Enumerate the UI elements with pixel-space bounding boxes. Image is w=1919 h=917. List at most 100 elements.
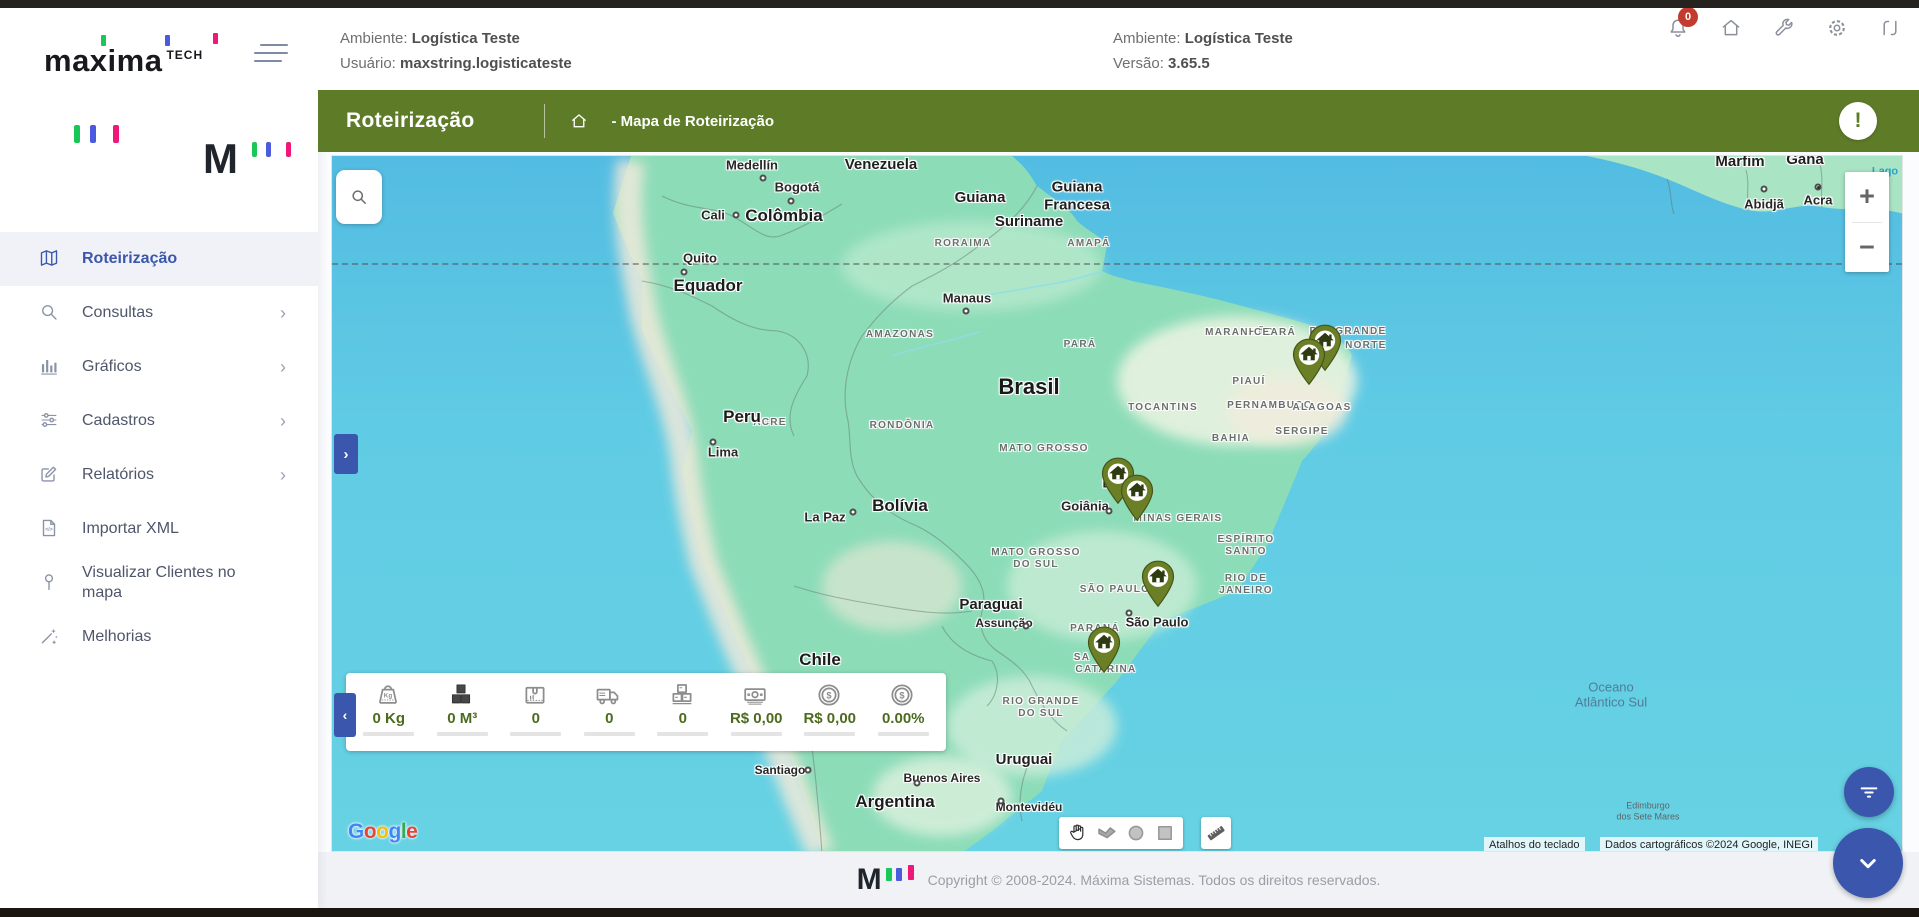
city-dot (997, 797, 1005, 805)
logo-sub-text: TECH (166, 48, 204, 62)
money-icon (741, 681, 771, 709)
stat-item: $ R$ 0,00 (793, 681, 867, 751)
expand-fab-button[interactable] (1833, 828, 1903, 898)
zoom-in-button[interactable]: + (1859, 181, 1875, 212)
map-canvas[interactable]: Venezuela Medellín Bogotá Guiana Guiana Fran… (331, 155, 1903, 852)
zoom-out-button[interactable]: − (1859, 231, 1875, 262)
sidebar-item-graficos[interactable]: Gráficos › (0, 340, 318, 394)
app-header: maxima TECH Ambiente: Logística Teste Us… (0, 7, 1919, 90)
coin-icon: $ (815, 681, 845, 709)
circle-tool-button[interactable] (1124, 821, 1148, 845)
route-icon[interactable] (1878, 16, 1904, 42)
logo-bar-pink (113, 125, 119, 143)
stat-underline (657, 732, 709, 736)
gear-icon[interactable] (1825, 16, 1851, 42)
logo-bar-blue (90, 125, 96, 143)
weight-icon: Kg (374, 681, 404, 709)
svg-text:</>: </> (45, 527, 52, 533)
environment-info-left: Ambiente: Logística Teste Usuário: maxst… (340, 30, 572, 72)
menu-toggle-icon[interactable] (254, 42, 288, 64)
client-map-pin[interactable] (1118, 474, 1156, 522)
sidebar-item-visualizar-clientes-no-mapa[interactable]: Visualizar Clientes no mapa (0, 556, 318, 610)
stat-item: 0 (499, 681, 573, 751)
maxima-logo[interactable]: maxima TECH (44, 32, 219, 76)
page-topbar: Roteirização - Mapa de Roteirização ! (318, 90, 1919, 152)
chevron-right-icon: › (280, 464, 286, 485)
stat-item: 0 M³ (426, 681, 500, 751)
map-search-button[interactable] (336, 170, 382, 224)
stat-value: 0 (678, 710, 687, 727)
home-icon[interactable] (1719, 16, 1745, 42)
keyboard-shortcuts-link[interactable]: Atalhos do teclado (1484, 837, 1585, 851)
map-data-attribution[interactable]: Dados cartográficos ©2024 Google, INEGI (1600, 837, 1819, 851)
city-dot (680, 268, 688, 276)
measure-tool-button[interactable] (1201, 817, 1231, 849)
sidebar-item-importar-xml[interactable]: </> Importar XML (0, 502, 318, 556)
box-icon (521, 681, 551, 709)
city-dot (1022, 622, 1030, 630)
city-dot (1105, 507, 1113, 515)
city-dot (709, 438, 717, 446)
logo-m-bar-green (252, 142, 257, 157)
wrench-icon[interactable] (1772, 16, 1798, 42)
bell-icon[interactable]: 0 (1666, 7, 1698, 42)
stat-underline (510, 732, 562, 736)
polygon-tool-button[interactable] (1095, 821, 1119, 845)
google-logo-letter: l (400, 820, 407, 843)
city-dot (962, 307, 970, 315)
sidebar-item-consultas[interactable]: Consultas › (0, 286, 318, 340)
google-logo-letter: e (406, 820, 418, 843)
logo-m-bar-pink (286, 142, 291, 157)
city-dot (1125, 609, 1133, 617)
totals-panel: Kg 0 Kg 0 M³ 0 0 0 R$ 0,00 $ R$ 0,00 $0.00% (346, 673, 946, 751)
alert-button[interactable]: ! (1839, 102, 1877, 140)
breadcrumb-home-icon[interactable] (569, 111, 589, 131)
sidebar-logo: M (0, 90, 318, 230)
ruler-icon (1207, 826, 1225, 841)
side-panel-expand-button[interactable]: › (334, 434, 358, 474)
top-window-strip (0, 0, 1919, 8)
pallet-icon (668, 681, 698, 709)
svg-text:Kg: Kg (384, 693, 393, 700)
notification-badge: 0 (1678, 7, 1698, 27)
stat-underline (804, 732, 856, 736)
totals-panel-collapse-button[interactable]: ‹ (334, 693, 356, 737)
hand-tool-button[interactable] (1066, 821, 1090, 845)
chevron-right-icon: › (280, 302, 286, 323)
sidebar: M Roteirização Consultas › Gráficos › Cadastr… (0, 90, 318, 908)
stat-value: R$ 0,00 (803, 710, 857, 727)
stat-underline (730, 732, 782, 736)
sidebar-item-roteirizacao[interactable]: Roteirização (0, 232, 318, 286)
chart-icon (38, 355, 62, 379)
sidebar-item-melhorias[interactable]: Melhorias (0, 610, 318, 664)
city-dot (759, 174, 767, 182)
sidebar-item-label: Consultas (82, 304, 154, 321)
stat-item: 0 (646, 681, 720, 751)
google-logo[interactable]: Google (348, 820, 418, 844)
stat-underline (877, 732, 929, 736)
square-tool-button[interactable] (1153, 821, 1177, 845)
sidebar-item-relatorios[interactable]: Relatórios › (0, 448, 318, 502)
pin-icon (38, 571, 62, 595)
logo-m-letter: M (203, 135, 238, 182)
client-map-pin[interactable] (1139, 560, 1177, 608)
chevron-right-icon: › (280, 356, 286, 377)
app-footer: M Copyright © 2008-2024. Máxima Sistemas… (318, 852, 1919, 908)
logo-text: maxima (44, 33, 219, 76)
xml-icon: </> (38, 517, 62, 541)
city-dot (849, 508, 857, 516)
stat-item: Kg 0 Kg (352, 681, 426, 751)
client-map-pin[interactable] (1085, 626, 1123, 674)
client-map-pin[interactable] (1290, 338, 1328, 386)
stat-item: $0.00% (867, 681, 941, 751)
stat-value: 0 Kg (372, 710, 405, 727)
filter-fab-button[interactable] (1844, 767, 1894, 817)
sidebar-item-label: Melhorias (82, 628, 152, 645)
cubes-icon (447, 681, 477, 709)
stat-underline (363, 732, 415, 736)
logo-m-bar-blue (266, 142, 271, 157)
breadcrumb: - Mapa de Roteirização (611, 112, 775, 130)
sidebar-item-cadastros[interactable]: Cadastros › (0, 394, 318, 448)
map-zoom-control: + − (1845, 172, 1889, 272)
city-dot (804, 766, 812, 774)
